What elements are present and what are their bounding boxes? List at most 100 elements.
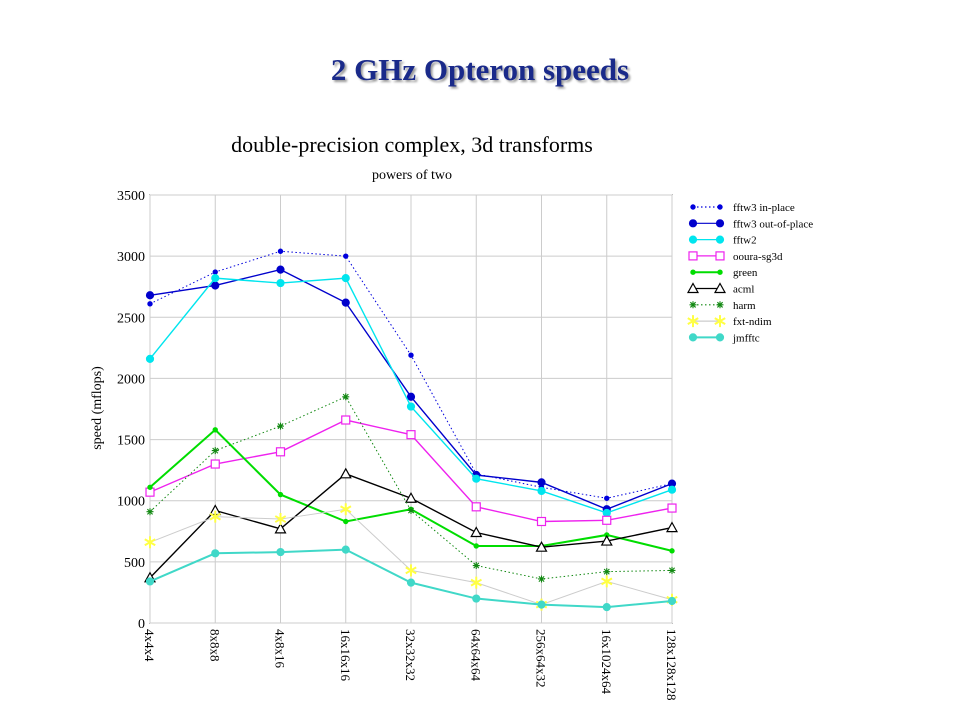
x-tick-label: 16x16x16 xyxy=(338,629,353,682)
legend-item: fftw3 out-of-place xyxy=(688,218,813,230)
data-point xyxy=(277,248,284,254)
data-point xyxy=(274,513,287,526)
data-point xyxy=(667,503,677,513)
series-line xyxy=(149,396,673,580)
x-tick-label: 128x128x128 xyxy=(664,629,679,701)
data-point xyxy=(341,274,350,283)
data-point xyxy=(276,278,285,288)
legend-marker xyxy=(715,251,725,261)
legend-marker xyxy=(715,235,725,244)
legend: fftw3 in-place fftw3 out-of-place fftw2 oou… xyxy=(686,202,813,344)
data-point xyxy=(343,253,349,259)
legend-marker xyxy=(689,301,697,309)
legend-label: ooura-sg3d xyxy=(733,251,783,263)
legend-label: green xyxy=(733,267,758,279)
data-point xyxy=(604,495,610,501)
data-point xyxy=(602,515,612,525)
data-point xyxy=(274,522,287,534)
legend-label: fxt-ndim xyxy=(733,316,772,328)
legend-item: acml xyxy=(686,282,754,296)
data-point xyxy=(275,447,286,457)
data-point xyxy=(472,594,481,603)
legend-item: fftw2 xyxy=(688,235,757,247)
data-point xyxy=(603,568,611,576)
data-point xyxy=(340,503,352,516)
data-point xyxy=(537,478,546,487)
data-point xyxy=(406,430,416,440)
data-point xyxy=(536,516,547,527)
x-tick-label: 4x8x16 xyxy=(273,629,288,669)
data-point xyxy=(537,486,546,496)
y-axis: 0 500 1000 1500 2000 2500 3000 3500 xyxy=(117,189,145,632)
y-tick-label: 0 xyxy=(138,617,145,632)
chart-subtitle: powers of two xyxy=(372,168,452,183)
data-point xyxy=(667,596,677,606)
slide-title: 2 GHz Opteron speeds xyxy=(330,52,630,87)
data-point xyxy=(535,540,548,552)
y-tick-label: 2500 xyxy=(117,311,145,326)
legend-item: harm xyxy=(689,300,756,312)
series-6 xyxy=(146,393,676,583)
data-point xyxy=(341,298,350,307)
data-point xyxy=(146,508,154,516)
legend-marker xyxy=(714,315,726,328)
data-point xyxy=(144,536,156,549)
data-point xyxy=(145,577,155,586)
grid xyxy=(149,194,673,624)
data-point xyxy=(600,534,613,546)
x-tick-label: 16x1024x64 xyxy=(599,629,614,695)
y-tick-label: 3000 xyxy=(117,250,145,265)
data-point xyxy=(212,427,218,433)
y-tick-label: 1500 xyxy=(117,434,145,449)
data-point xyxy=(211,447,219,455)
data-point xyxy=(147,301,153,307)
x-tick-label: 64x64x64 xyxy=(468,629,483,682)
y-tick-label: 500 xyxy=(124,556,145,571)
data-point xyxy=(404,492,418,503)
x-tick-label: 256x64x32 xyxy=(534,629,549,688)
series-5 xyxy=(143,467,679,583)
data-point xyxy=(668,566,676,574)
data-point xyxy=(276,265,285,274)
x-tick-label: 32x32x32 xyxy=(403,629,418,681)
data-point xyxy=(277,491,284,498)
data-point xyxy=(145,291,155,300)
legend-marker xyxy=(688,219,698,228)
legend-marker xyxy=(690,269,696,275)
data-point xyxy=(602,508,611,518)
x-tick-label: 4x4x4 xyxy=(142,629,157,662)
data-point xyxy=(277,422,284,430)
y-tick-label: 2000 xyxy=(117,372,145,387)
data-point xyxy=(667,485,677,494)
data-point xyxy=(407,506,415,514)
legend-label: fftw3 out-of-place xyxy=(733,218,813,230)
y-tick-label: 3500 xyxy=(117,189,145,204)
legend-marker xyxy=(717,204,723,210)
data-point xyxy=(211,549,220,558)
data-point xyxy=(408,352,414,358)
data-point xyxy=(669,548,675,554)
legend-marker xyxy=(716,301,724,309)
legend-marker xyxy=(688,333,698,342)
data-point xyxy=(210,459,220,469)
data-point xyxy=(339,467,352,479)
x-tick-label: 8x8x8 xyxy=(207,629,222,662)
data-point xyxy=(602,603,611,612)
data-point xyxy=(471,502,481,512)
data-point xyxy=(209,510,221,523)
series-2 xyxy=(145,274,677,518)
data-point xyxy=(341,415,351,425)
data-point xyxy=(342,393,350,401)
data-point xyxy=(472,474,481,483)
series-7 xyxy=(144,503,678,611)
chart-title: double-precision complex, 3d transforms xyxy=(231,132,593,157)
legend-label: fftw3 in-place xyxy=(733,202,795,214)
legend-marker xyxy=(687,315,699,328)
data-point xyxy=(473,543,479,549)
y-axis-label: speed (mflops) xyxy=(90,366,105,450)
data-point xyxy=(405,564,417,577)
x-axis: 4x4x4 8x8x8 4x8x16 16x16x16 32x32x32 64x64x64… xyxy=(142,629,679,701)
data-point xyxy=(406,392,416,401)
legend-marker xyxy=(715,219,725,228)
